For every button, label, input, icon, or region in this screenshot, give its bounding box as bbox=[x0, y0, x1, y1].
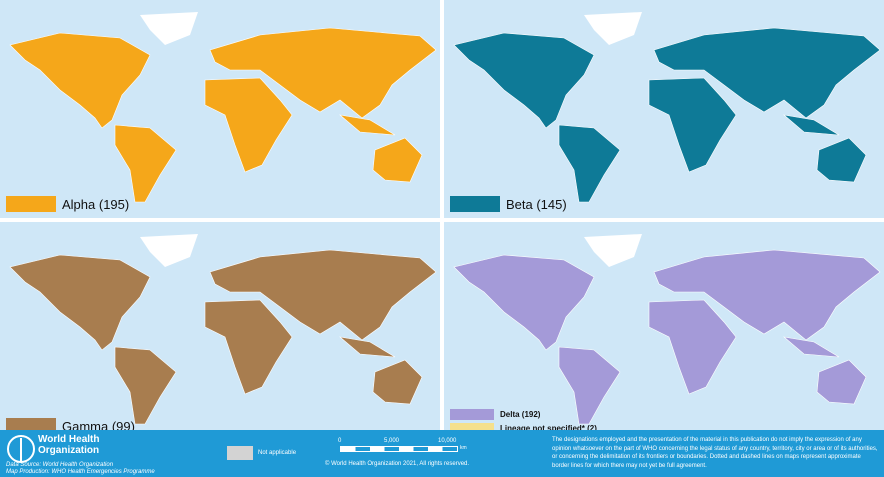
greenland bbox=[584, 234, 642, 267]
land bbox=[453, 27, 881, 203]
legend-label: Gamma (99) bbox=[62, 418, 135, 434]
not-applicable: Not applicable bbox=[258, 450, 297, 456]
legend-item: Delta (192) bbox=[450, 409, 597, 420]
legend-label: Lineage not specified* (2) bbox=[500, 424, 597, 433]
scale-label: 0 bbox=[338, 438, 342, 444]
greenland bbox=[140, 12, 198, 45]
org-name: World Health Organization bbox=[38, 434, 100, 456]
legend-label: Beta (145) bbox=[506, 196, 567, 212]
legend-swatch bbox=[450, 423, 494, 434]
scale-unit: km bbox=[460, 445, 467, 451]
legend-item: Alpha (195) bbox=[6, 196, 129, 212]
data-source: Data Source: World Health Organization bbox=[6, 462, 114, 468]
land bbox=[9, 249, 437, 425]
legend-item: Lineage not specified* (2) bbox=[450, 423, 597, 434]
greenland bbox=[584, 12, 642, 45]
not-applicable-swatch bbox=[227, 446, 253, 460]
legend: Alpha (195) bbox=[6, 193, 129, 212]
disclaimer: The designations employed and the presen… bbox=[552, 437, 878, 469]
map-panel: Alpha (195) bbox=[0, 0, 440, 218]
copyright: © World Health Organization 2021, All ri… bbox=[325, 461, 470, 467]
land bbox=[453, 249, 881, 425]
scale-label: 10,000 bbox=[438, 438, 457, 444]
map-production: Map Production: WHO Health Emergencies P… bbox=[6, 469, 155, 475]
scale-bar bbox=[340, 446, 458, 452]
map-panel: Delta (192) Lineage not specified* (2) bbox=[444, 222, 884, 440]
who-logo bbox=[7, 435, 35, 463]
land bbox=[9, 27, 437, 203]
legend-swatch bbox=[450, 409, 494, 420]
legend-label: Delta (192) bbox=[500, 410, 541, 419]
legend-swatch bbox=[450, 196, 500, 212]
legend: Beta (145) bbox=[450, 193, 567, 212]
footer: World Health Organization Data Source: W… bbox=[0, 430, 884, 477]
greenland bbox=[140, 234, 198, 267]
scale-label: 5,000 bbox=[384, 438, 400, 444]
map-panel: Beta (145) bbox=[444, 0, 884, 218]
legend-swatch bbox=[6, 196, 56, 212]
legend-item: Beta (145) bbox=[450, 196, 567, 212]
map-panel: Gamma (99) bbox=[0, 222, 440, 440]
world-map bbox=[453, 12, 881, 203]
world-map bbox=[9, 234, 437, 425]
legend-label: Alpha (195) bbox=[62, 196, 130, 212]
world-map bbox=[9, 12, 437, 203]
legend: Delta (192) Lineage not specified* (2) bbox=[450, 406, 597, 434]
